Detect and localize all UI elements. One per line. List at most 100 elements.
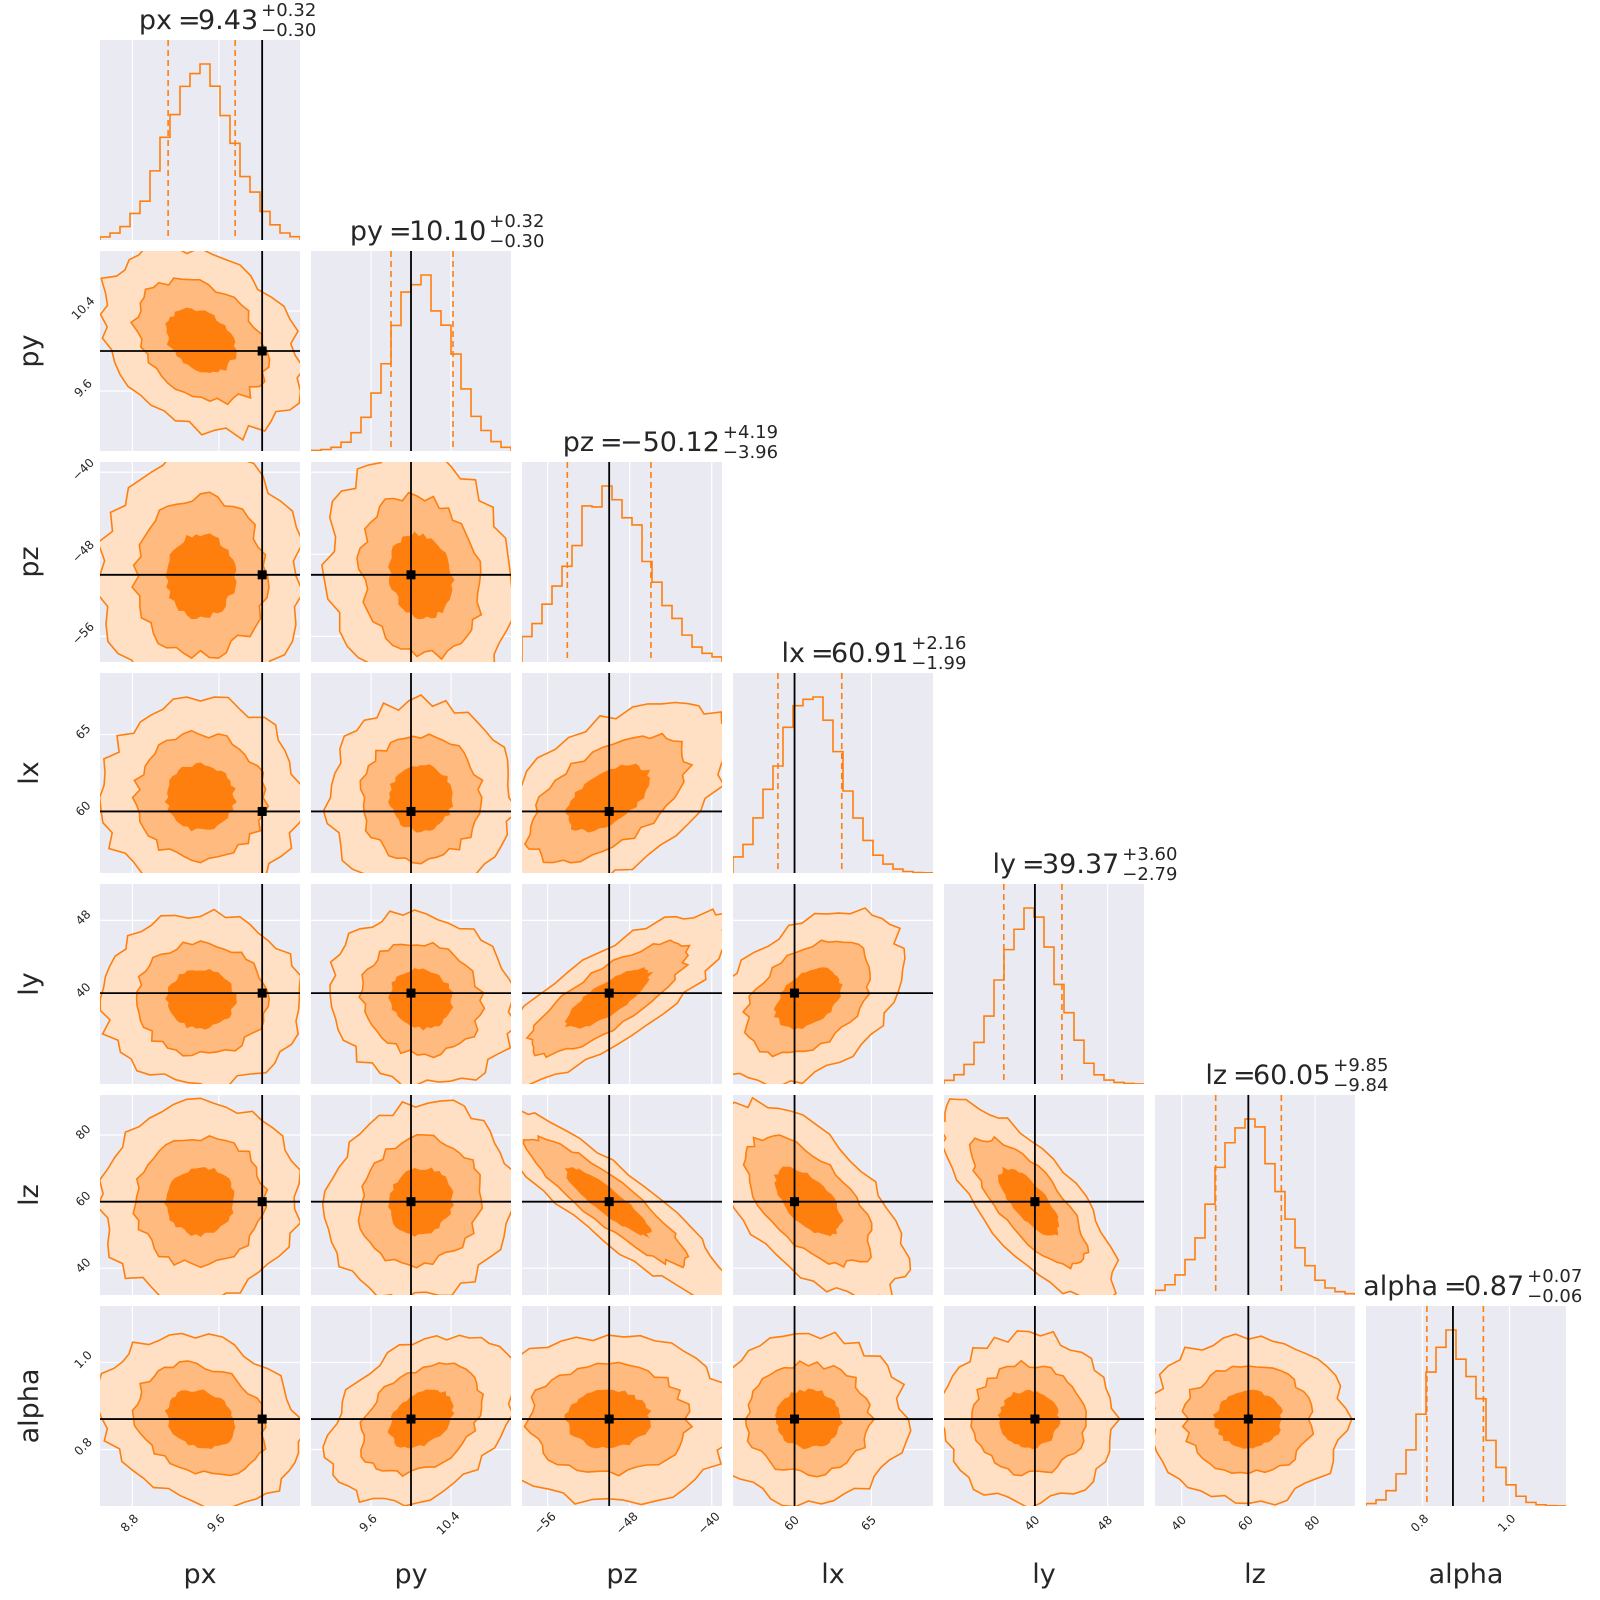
title-lx: lx =60.91 +2.16−1.99 <box>782 633 967 674</box>
title-lower-error: −9.84 <box>1333 1075 1388 1096</box>
y-axis-label-alpha: alpha <box>14 1369 45 1444</box>
panel-alpha-vs-py: 9.6 10.4py <box>311 1306 511 1590</box>
y-tick-label: 60 <box>73 798 94 819</box>
contour-inner <box>388 967 454 1031</box>
panel-alpha-vs-lx: 60 65 lx <box>733 1306 933 1590</box>
x-tick-label: 60 <box>781 1513 802 1534</box>
truth-marker <box>790 988 800 998</box>
y-axis-label-py: py <box>14 334 45 367</box>
truth-marker <box>406 1197 416 1207</box>
y-axis-label-ly: ly <box>14 972 45 996</box>
x-tick-label: 10.4 <box>434 1509 463 1538</box>
truth-marker <box>406 988 416 998</box>
truth-marker <box>790 1197 800 1207</box>
x-axis-label-lx: lx <box>821 1559 845 1590</box>
truth-marker <box>257 806 267 816</box>
panel-ly-vs-px: 40 48 ly <box>14 884 300 1084</box>
panel-lz-vs-pz <box>522 1095 722 1295</box>
y-tick-label: 0.8 <box>71 1435 94 1458</box>
title-median-value: 0.87 <box>1464 1271 1524 1302</box>
title-median-value: 9.43 <box>198 5 258 36</box>
x-tick-label: −40 <box>695 1509 723 1537</box>
title-py: py =10.10 +0.32−0.30 <box>350 211 545 252</box>
title-lower-error: −1.99 <box>911 653 966 674</box>
y-axis-label-lx: lx <box>14 761 45 785</box>
panel-lz-vs-lz: lz =60.05 +9.85−9.84 <box>1155 1055 1388 1295</box>
title-lower-error: −3.96 <box>723 442 778 463</box>
histogram-alpha <box>1366 1329 1566 1506</box>
title-equals: = <box>1444 1271 1467 1302</box>
y-tick-label: 80 <box>73 1122 94 1143</box>
panel-ly-vs-py <box>311 884 511 1084</box>
y-tick-label: 1.0 <box>71 1348 94 1371</box>
title-equals: = <box>178 5 201 36</box>
panel-pz-vs-px: −56 −48 −40 pz <box>14 456 300 662</box>
contour-inner <box>388 764 454 833</box>
histogram-lz <box>1155 1118 1355 1295</box>
title-upper-error: +0.07 <box>1527 1266 1582 1287</box>
title-lower-error: −2.79 <box>1122 864 1177 885</box>
title-equals: = <box>389 216 412 247</box>
title-upper-error: +9.85 <box>1333 1055 1388 1076</box>
truth-marker <box>257 1414 267 1424</box>
panel-ly-vs-lx <box>733 884 933 1084</box>
title-lower-error: −0.30 <box>489 231 544 252</box>
panel-lx-vs-py <box>311 673 511 873</box>
y-tick-label: −56 <box>69 620 97 648</box>
truth-marker <box>406 806 416 816</box>
title-param-name: px <box>139 5 172 36</box>
truth-marker <box>604 988 614 998</box>
panel-pz-vs-py <box>311 462 511 662</box>
title-upper-error: +0.32 <box>261 0 316 21</box>
contour-inner <box>773 967 843 1030</box>
panel-lz-vs-py <box>311 1095 511 1295</box>
panel-py-vs-py: py =10.10 +0.32−0.30 <box>311 211 544 451</box>
panel-lz-vs-px: 40 60 80 lz <box>14 1095 300 1295</box>
x-axis-label-alpha: alpha <box>1429 1559 1504 1590</box>
x-tick-label: 80 <box>1302 1513 1323 1534</box>
title-median-value: 60.91 <box>831 638 908 669</box>
title-upper-error: +3.60 <box>1122 844 1177 865</box>
title-param-name: lx <box>782 638 806 669</box>
y-tick-label: 40 <box>73 1255 94 1276</box>
title-upper-error: +4.19 <box>723 422 778 443</box>
histogram-ly <box>944 907 1144 1084</box>
x-axis-label-lz: lz <box>1244 1559 1266 1590</box>
panel-alpha-vs-px: 0.8 1.0 alpha 8.8 9.6 px <box>14 1306 300 1590</box>
panel-alpha-vs-lz: 40 60 80 lz <box>1155 1306 1355 1590</box>
panel-lx-vs-px: 60 65 lx <box>14 673 300 873</box>
y-axis-label-lz: lz <box>14 1184 45 1206</box>
title-median-value: 60.05 <box>1253 1060 1330 1091</box>
x-tick-label: 40 <box>1168 1513 1189 1534</box>
truth-marker <box>790 1414 800 1424</box>
truth-marker <box>1030 1197 1040 1207</box>
panel-lx-vs-lx: lx =60.91 +2.16−1.99 <box>733 633 966 873</box>
truth-marker <box>257 570 267 580</box>
title-pz: pz =−50.12 +4.19−3.96 <box>563 422 778 463</box>
title-param-name: pz <box>563 427 594 458</box>
x-tick-label: 0.8 <box>1408 1511 1431 1534</box>
truth-marker <box>406 1414 416 1424</box>
x-tick-label: −56 <box>531 1509 559 1537</box>
contour-inner <box>165 307 237 374</box>
contour-inner <box>565 763 651 833</box>
x-tick-label: −48 <box>613 1509 641 1537</box>
truth-marker <box>604 1414 614 1424</box>
contour-inner <box>164 762 237 832</box>
x-tick-label: 9.6 <box>204 1511 227 1534</box>
title-equals: = <box>1022 849 1045 880</box>
panel-background <box>1155 1095 1355 1295</box>
title-lz: lz =60.05 +9.85−9.84 <box>1205 1055 1388 1096</box>
y-tick-label: 60 <box>73 1188 94 1209</box>
panel-lx-vs-pz <box>522 673 722 873</box>
x-tick-label: 8.8 <box>118 1511 141 1534</box>
title-median-value: 10.10 <box>409 216 486 247</box>
x-axis-label-pz: pz <box>606 1559 637 1590</box>
panel-lz-vs-lx <box>733 1095 933 1295</box>
panel-alpha-vs-ly: 40 48 ly <box>944 1306 1144 1590</box>
panel-ly-vs-ly: ly =39.37 +3.60−2.79 <box>944 844 1177 1084</box>
title-upper-error: +0.32 <box>489 211 544 232</box>
truth-marker <box>257 1197 267 1207</box>
title-param-name: ly <box>993 849 1017 880</box>
